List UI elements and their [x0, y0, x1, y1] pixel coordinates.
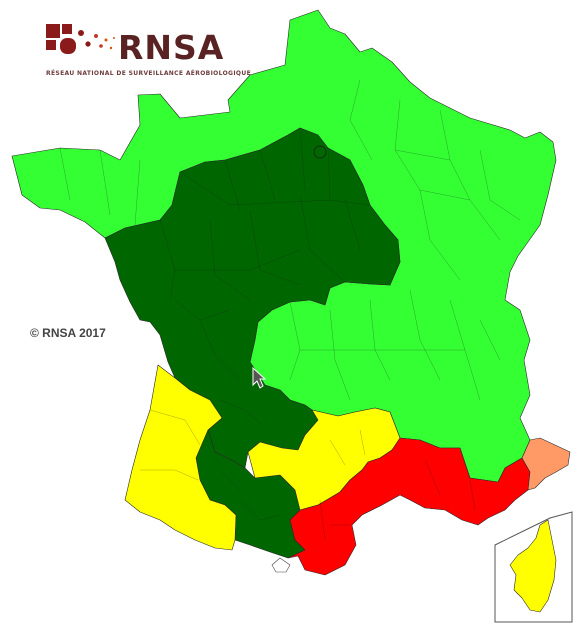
- region-red-mediterranean: [287, 437, 531, 576]
- region-yellow-corsica: [509, 519, 557, 613]
- department-borders: [59, 79, 521, 541]
- paris-area-marker: [313, 145, 327, 159]
- region-orange-alpes-maritimes: [521, 437, 571, 491]
- brand-name: RNSA: [118, 28, 225, 67]
- island-marker: [271, 557, 291, 573]
- mouse-cursor-icon: [252, 366, 267, 389]
- rnsa-logo-icon: [46, 24, 115, 54]
- copyright-text: © RNSA 2017: [30, 326, 106, 340]
- corsica-inset-frame: [494, 511, 573, 623]
- region-yellow-south-west: [124, 364, 237, 551]
- brand-tagline: RÉSEAU NATIONAL DE SURVEILLANCE AÉROBIOL…: [46, 70, 252, 77]
